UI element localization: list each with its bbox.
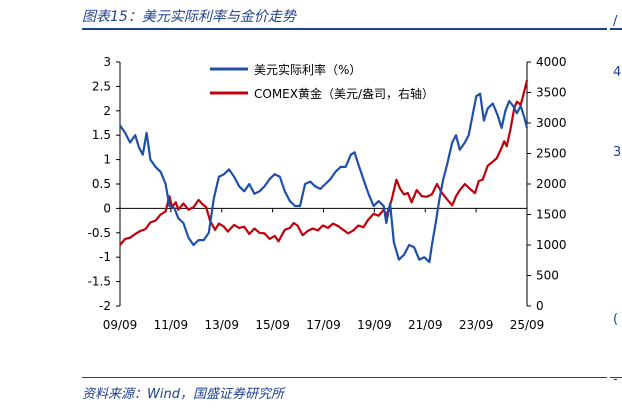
x-tick-label: 15/09 — [255, 318, 290, 332]
left-tick-label: -1 — [99, 250, 111, 264]
right-tick-label: 3500 — [536, 86, 567, 100]
legend-label-gold: COMEX黄金（美元/盎司，右轴） — [254, 86, 434, 101]
right-edge-mark: 3 — [613, 145, 622, 160]
x-tick-label: 11/09 — [154, 318, 189, 332]
tick-layer: -2 -1.5 -1 -0.5 0 0.5 1 1.5 2 2.5 3 0 500 1000 1500 200… — [88, 55, 567, 332]
series-layer — [119, 80, 529, 264]
x-tick-label: 25/09 — [510, 318, 545, 332]
bottom-rule — [82, 377, 607, 378]
left-tick-label: 0 — [103, 201, 111, 215]
source-note: 资料来源：Wind，国盛证券研究所 — [82, 387, 284, 402]
right-tick-label: 1500 — [536, 208, 567, 222]
right-top-rule-stub — [610, 28, 622, 30]
x-tick-label: 13/09 — [204, 318, 239, 332]
right-bottom-rule-stub — [610, 377, 622, 378]
series-line-gold — [119, 80, 529, 246]
left-tick-label: 1 — [103, 153, 111, 167]
x-tick-label: 19/09 — [357, 318, 392, 332]
right-edge-mark: - — [613, 372, 618, 387]
right-edge-mark: 4 — [613, 65, 622, 80]
right-tick-label: 2500 — [536, 147, 567, 161]
x-tick-label: 23/09 — [459, 318, 494, 332]
right-tick-label: 0 — [536, 299, 544, 313]
left-tick-label: 2.5 — [92, 79, 111, 93]
left-tick-label: 1.5 — [92, 128, 111, 142]
right-tick-label: 500 — [536, 269, 559, 283]
left-tick-label: -2 — [99, 299, 111, 313]
top-rule — [82, 28, 607, 30]
x-tick-label: 17/09 — [306, 318, 341, 332]
right-tick-label: 1000 — [536, 238, 567, 252]
right-edge-mark: ( — [613, 312, 619, 327]
right-tick-label: 3000 — [536, 116, 567, 130]
left-tick-label: 0.5 — [92, 177, 111, 191]
left-tick-label: -1.5 — [88, 275, 111, 289]
x-tick-label: 09/09 — [103, 318, 138, 332]
x-tick-label: 21/09 — [408, 318, 443, 332]
right-edge-mark: / — [613, 14, 618, 29]
figure-title: 图表15：美元实际利率与金价走势 — [82, 9, 296, 25]
left-tick-label: 2 — [103, 104, 111, 118]
left-tick-label: 3 — [103, 55, 111, 69]
legend-label-real-rate: 美元实际利率（%） — [254, 62, 361, 77]
chart-legend: 美元实际利率（%） COMEX黄金（美元/盎司，右轴） — [210, 62, 434, 101]
series-line-real-rate — [119, 92, 529, 264]
left-tick-label: -0.5 — [88, 226, 111, 240]
right-tick-label: 4000 — [536, 55, 567, 69]
right-tick-label: 2000 — [536, 177, 567, 191]
